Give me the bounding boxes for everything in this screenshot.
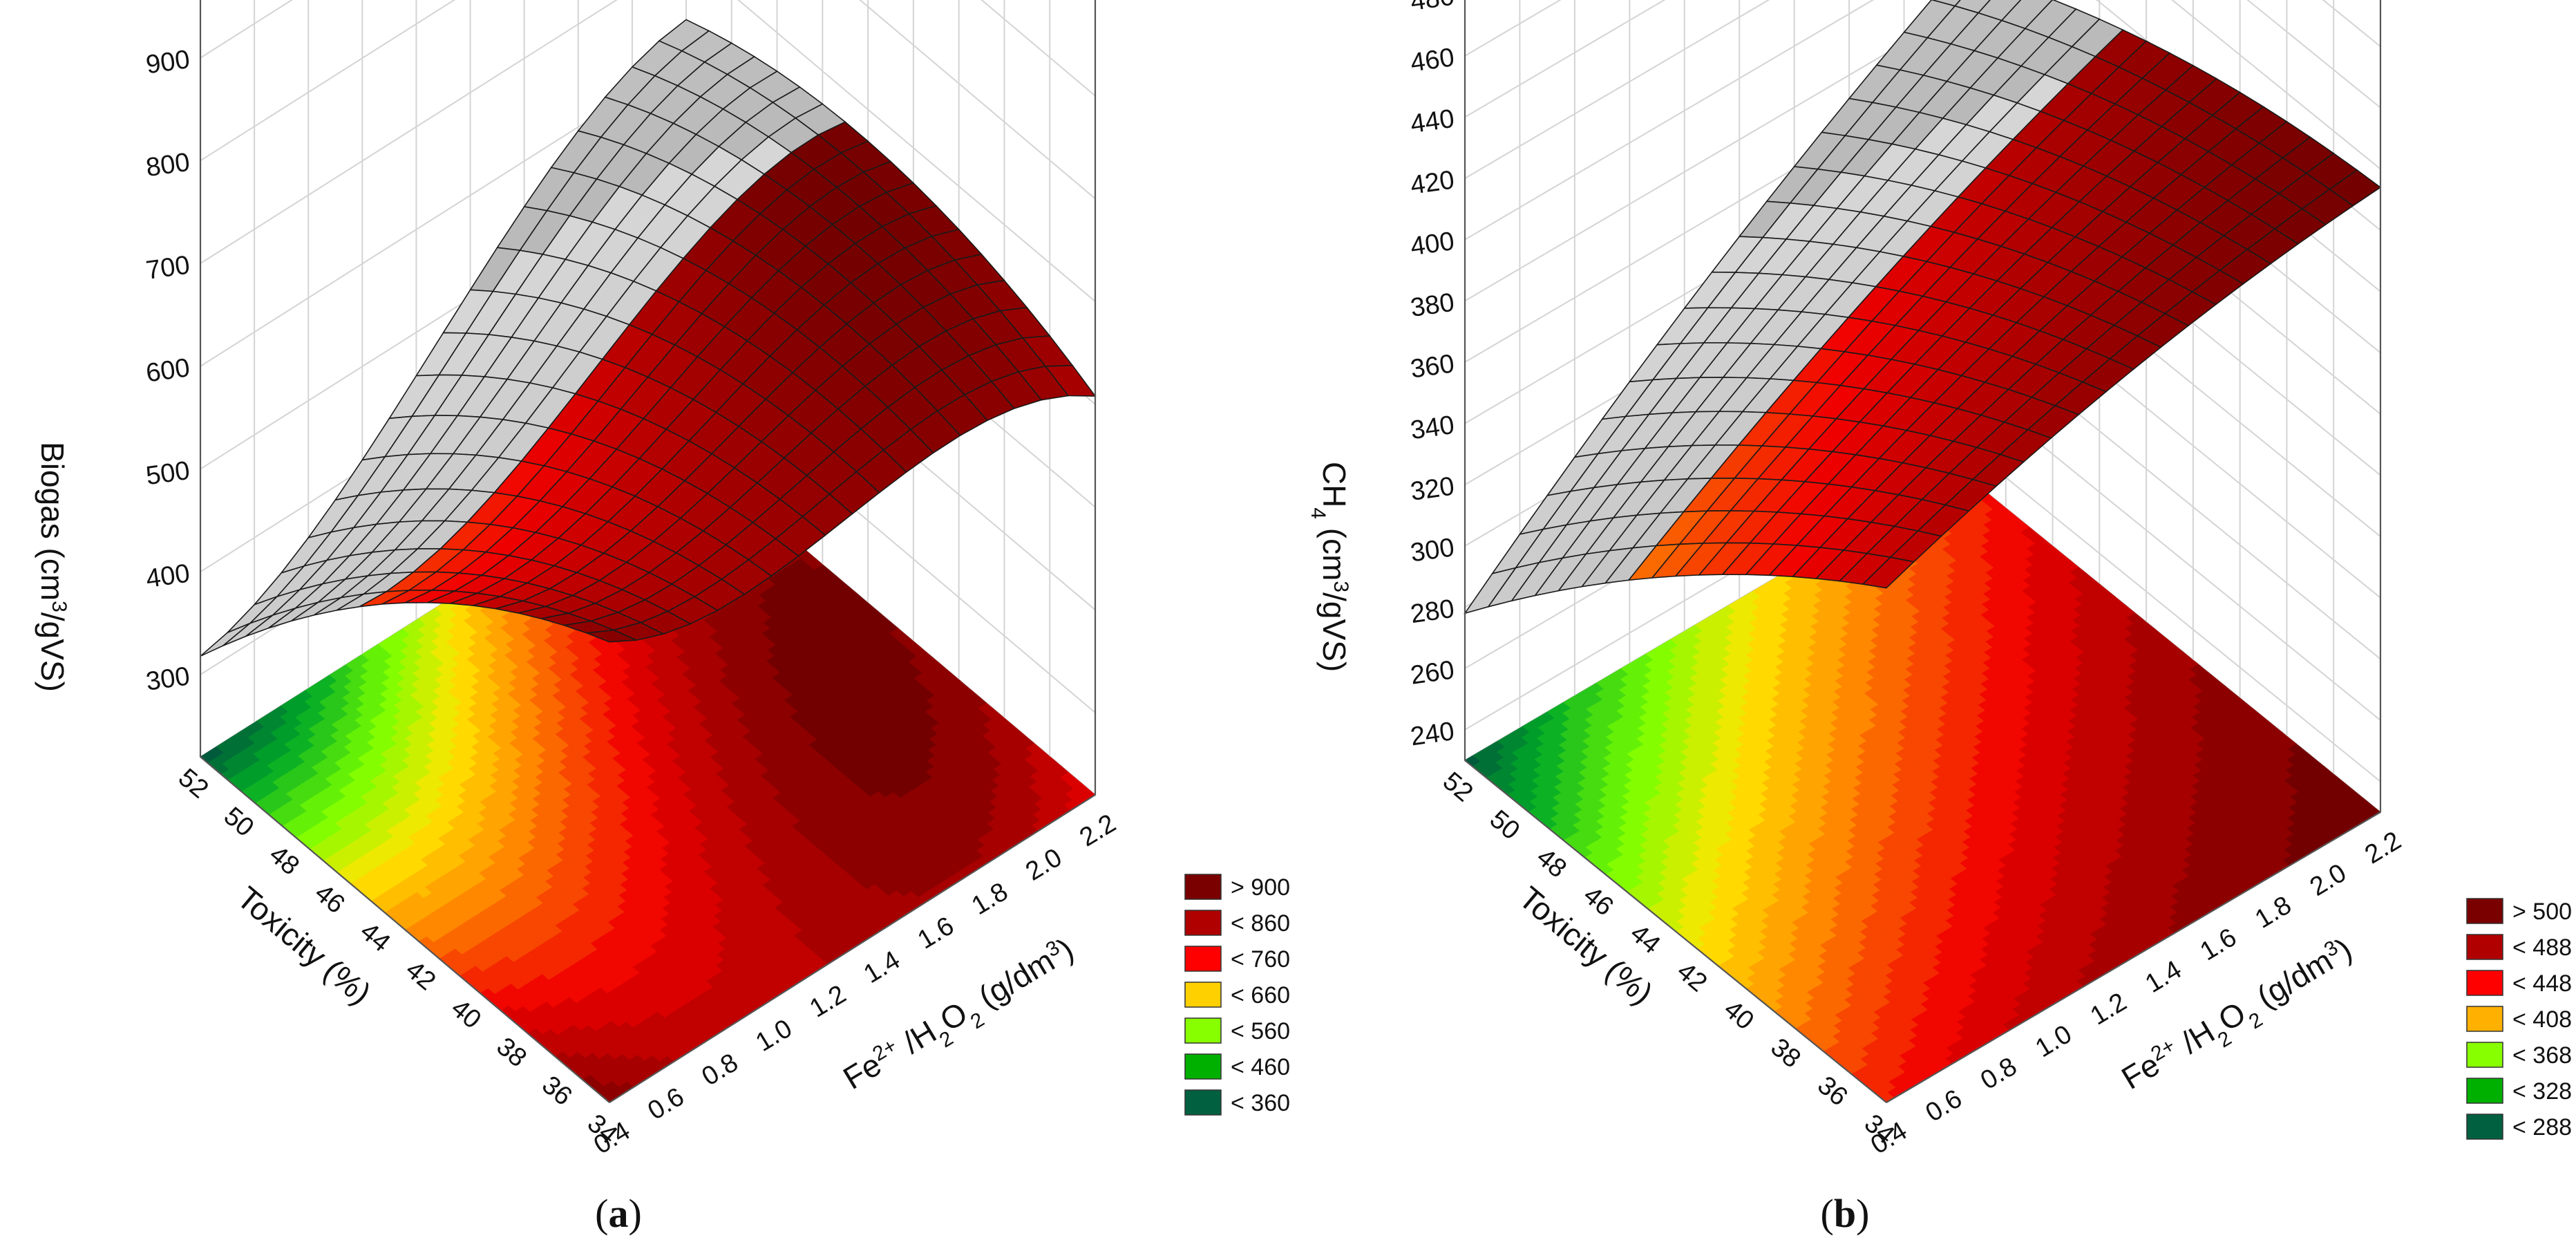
x-tick-label: 0.6 bbox=[643, 1082, 689, 1126]
z-tick-label: 700 bbox=[144, 250, 192, 285]
y-tick-label: 50 bbox=[218, 802, 259, 843]
x-tick-label: 1.0 bbox=[751, 1014, 797, 1058]
legend-label: < 360 bbox=[1231, 1090, 1290, 1116]
x-tick-label: 1.2 bbox=[805, 979, 851, 1023]
legend-swatch bbox=[1184, 1089, 1222, 1116]
x-tick-label: 2.0 bbox=[1021, 843, 1067, 887]
z-tick-label: 300 bbox=[144, 661, 192, 696]
legend: > 900 < 860 < 760 < 660 < 560 < 460 < 360 bbox=[1184, 874, 1290, 1116]
z-tick-label: 600 bbox=[144, 353, 192, 388]
legend-swatch bbox=[1184, 982, 1222, 1008]
legend-label: < 460 bbox=[1231, 1054, 1290, 1080]
x-tick-label: 1.4 bbox=[859, 946, 905, 989]
y-tick-label: 52 bbox=[173, 763, 214, 804]
legend-swatch bbox=[1184, 1053, 1222, 1080]
z-tick-label: 400 bbox=[144, 559, 192, 594]
chart-panel-a: 0.40.60.81.01.21.41.61.82.02.23436384042… bbox=[35, 0, 1290, 1236]
z-tick-label: 900 bbox=[144, 45, 192, 79]
x-tick-label: 1.8 bbox=[967, 877, 1013, 921]
x-tick-label: 0.8 bbox=[697, 1048, 744, 1091]
panel-caption: (a) bbox=[595, 1191, 642, 1236]
grid-line bbox=[200, 0, 1096, 302]
y-tick-label: 46 bbox=[309, 879, 350, 919]
legend-swatch bbox=[1184, 874, 1222, 900]
y-tick-label: 38 bbox=[491, 1032, 531, 1073]
legend-swatch bbox=[1184, 1017, 1222, 1044]
chart-panel-b: 0.40.60.81.01.21.41.61.82.02.23436384042… bbox=[1307, 0, 2572, 1236]
x-tick-label: 2.2 bbox=[1074, 809, 1121, 852]
z-axis-label: Biogas (cm3/gVS) bbox=[35, 442, 71, 692]
legend-label: < 660 bbox=[1231, 982, 1290, 1008]
z-tick-label: 800 bbox=[144, 148, 192, 182]
legend-swatch bbox=[1184, 910, 1222, 936]
legend-label: < 860 bbox=[1231, 910, 1290, 937]
y-tick-label: 40 bbox=[446, 993, 486, 1034]
y-tick-label: 42 bbox=[400, 955, 441, 996]
x-tick-label: 1.6 bbox=[913, 911, 959, 955]
y-tick-label: 36 bbox=[536, 1071, 577, 1111]
grid-line bbox=[200, 0, 1096, 200]
y-tick-label: 44 bbox=[354, 917, 395, 957]
legend-label: > 900 bbox=[1231, 874, 1290, 901]
y-axis-label: Toxicity (%) bbox=[231, 879, 379, 1011]
legend-label: < 760 bbox=[1231, 946, 1290, 973]
z-tick-label: 500 bbox=[144, 456, 192, 491]
y-tick-label: 48 bbox=[264, 840, 305, 881]
legend-swatch bbox=[1184, 946, 1222, 972]
legend-label: < 560 bbox=[1231, 1018, 1290, 1044]
